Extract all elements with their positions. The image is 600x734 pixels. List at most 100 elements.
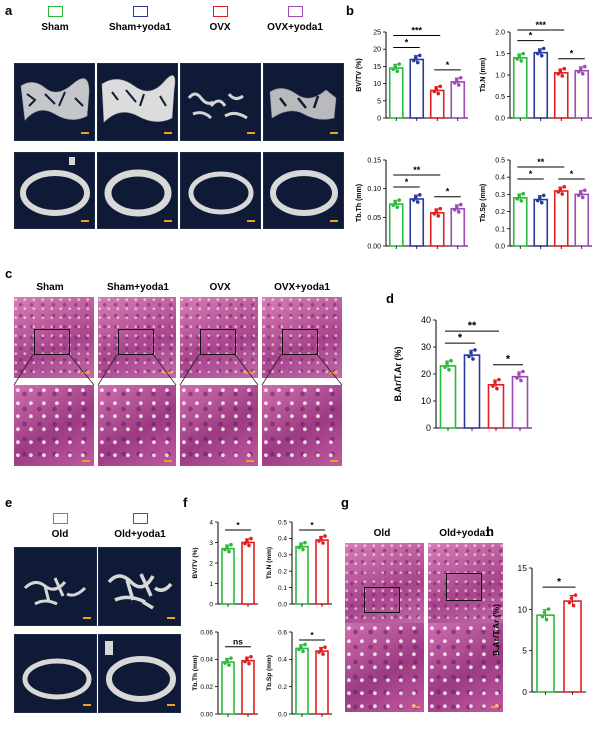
- y-tick-label: 15: [373, 64, 381, 71]
- bar: [563, 600, 582, 693]
- significance-mark: **: [537, 157, 545, 167]
- data-point: [413, 55, 418, 60]
- data-point: [449, 358, 453, 363]
- data-point: [521, 369, 525, 374]
- y-tick-label: 1.5: [495, 51, 505, 58]
- chart-tbsp-old: 0.0 0.2 0.4 0.6 Tb.Sp (mm) *: [266, 629, 332, 718]
- scale-bar: [412, 706, 420, 708]
- data-point: [297, 545, 301, 550]
- y-tick-label: 10: [421, 396, 431, 406]
- data-point: [445, 361, 449, 366]
- trabecular-bone-render: [187, 92, 248, 120]
- scale-bar: [164, 372, 172, 374]
- bar: [487, 384, 505, 429]
- trabecular-bone-render: [23, 577, 87, 606]
- panel-label-a: a: [5, 3, 13, 18]
- y-tick-label: 1: [209, 581, 213, 588]
- data-point: [323, 645, 327, 649]
- legend-label: Sham: [41, 22, 69, 33]
- cortical-ring-render: [104, 169, 172, 217]
- bar: [574, 69, 590, 119]
- scale-bar: [164, 460, 172, 462]
- y-tick-label: 10: [373, 81, 381, 88]
- data-point: [225, 658, 229, 662]
- legend-ovx: OVX: [190, 6, 250, 33]
- data-point: [519, 378, 523, 383]
- bar: [512, 56, 528, 119]
- data-point: [576, 193, 581, 198]
- y-tick-label: 0: [426, 423, 431, 433]
- data-point: [515, 57, 520, 61]
- y-tick-label: 2.0: [495, 29, 505, 36]
- data-point: [243, 541, 247, 546]
- bar: [574, 193, 590, 247]
- significance-mark: *: [446, 187, 450, 197]
- y-tick-label: 0.2: [278, 684, 287, 691]
- data-point: [558, 68, 563, 73]
- data-point: [497, 377, 501, 382]
- y-tick-label: 0.5: [495, 157, 505, 164]
- data-point: [245, 538, 249, 543]
- y-axis-label: Tb.Sp (mm): [266, 655, 273, 691]
- scale-bar: [83, 617, 91, 619]
- scale-bar: [81, 132, 89, 134]
- he-overview-ovx-yoda1: [262, 297, 342, 378]
- data-point: [495, 386, 499, 391]
- significance-mark: *: [570, 169, 574, 179]
- y-axis-label: B.Ar/T.Ar (%): [393, 346, 403, 401]
- data-point: [301, 649, 305, 654]
- bar: [241, 659, 255, 715]
- data-point: [417, 53, 422, 58]
- y-axis-label: Tb.Th (mm): [192, 655, 199, 690]
- bar: [409, 198, 425, 247]
- data-point: [535, 51, 540, 56]
- he-zoom-sham: [14, 385, 94, 466]
- data-point: [443, 365, 447, 369]
- significance-mark: *: [529, 31, 533, 41]
- y-tick-label: 15: [518, 563, 528, 573]
- chart-barar-old: 0 5 10 15 B.Ar/T.Ar (%) *: [491, 563, 586, 697]
- zoom-region-box: [118, 329, 154, 355]
- he-zoom-ovx-yoda1: [262, 385, 342, 466]
- scale-bar: [164, 220, 172, 222]
- significance-mark: *: [236, 520, 240, 530]
- scale-bar: [330, 220, 338, 222]
- y-tick-label: 0.0: [495, 243, 505, 250]
- cortical-ring-render: [105, 641, 176, 702]
- bar: [315, 539, 329, 605]
- data-point: [413, 195, 418, 199]
- data-point: [438, 206, 443, 211]
- y-tick-label: 0.4: [495, 175, 505, 182]
- data-point: [247, 543, 251, 548]
- histology-label: Sham+yoda1: [107, 282, 169, 293]
- data-point: [391, 203, 396, 207]
- data-point: [519, 199, 524, 203]
- microct-trabecular-sham: [14, 63, 95, 141]
- data-point: [417, 193, 422, 197]
- legend-label: Sham+yoda1: [109, 22, 171, 33]
- scale-bar: [330, 460, 338, 462]
- microct-cortical-old: [14, 634, 97, 713]
- legend-swatch: [52, 513, 68, 524]
- data-point: [436, 214, 441, 218]
- scale-bar: [82, 460, 90, 462]
- y-tick-label: 0.02: [200, 684, 213, 691]
- bar: [221, 661, 235, 715]
- data-point: [223, 547, 227, 552]
- data-point: [454, 204, 459, 209]
- y-tick-label: 0: [209, 601, 213, 608]
- data-point: [539, 200, 544, 205]
- y-tick-label: 0.0: [278, 711, 287, 718]
- he-zoom-ovx: [180, 385, 258, 466]
- data-point: [537, 195, 542, 200]
- data-point: [434, 86, 439, 91]
- microct-trabecular-ovx: [180, 63, 261, 141]
- y-tick-label: 0.3: [495, 192, 505, 199]
- bar: [409, 58, 425, 119]
- data-point: [452, 81, 457, 85]
- he-zoom-sham-yoda1: [98, 385, 176, 466]
- scale-bar: [247, 220, 255, 222]
- scale-bar: [164, 132, 172, 134]
- data-point: [454, 78, 459, 82]
- legend-sham-yoda1: Sham+yoda1: [100, 6, 180, 33]
